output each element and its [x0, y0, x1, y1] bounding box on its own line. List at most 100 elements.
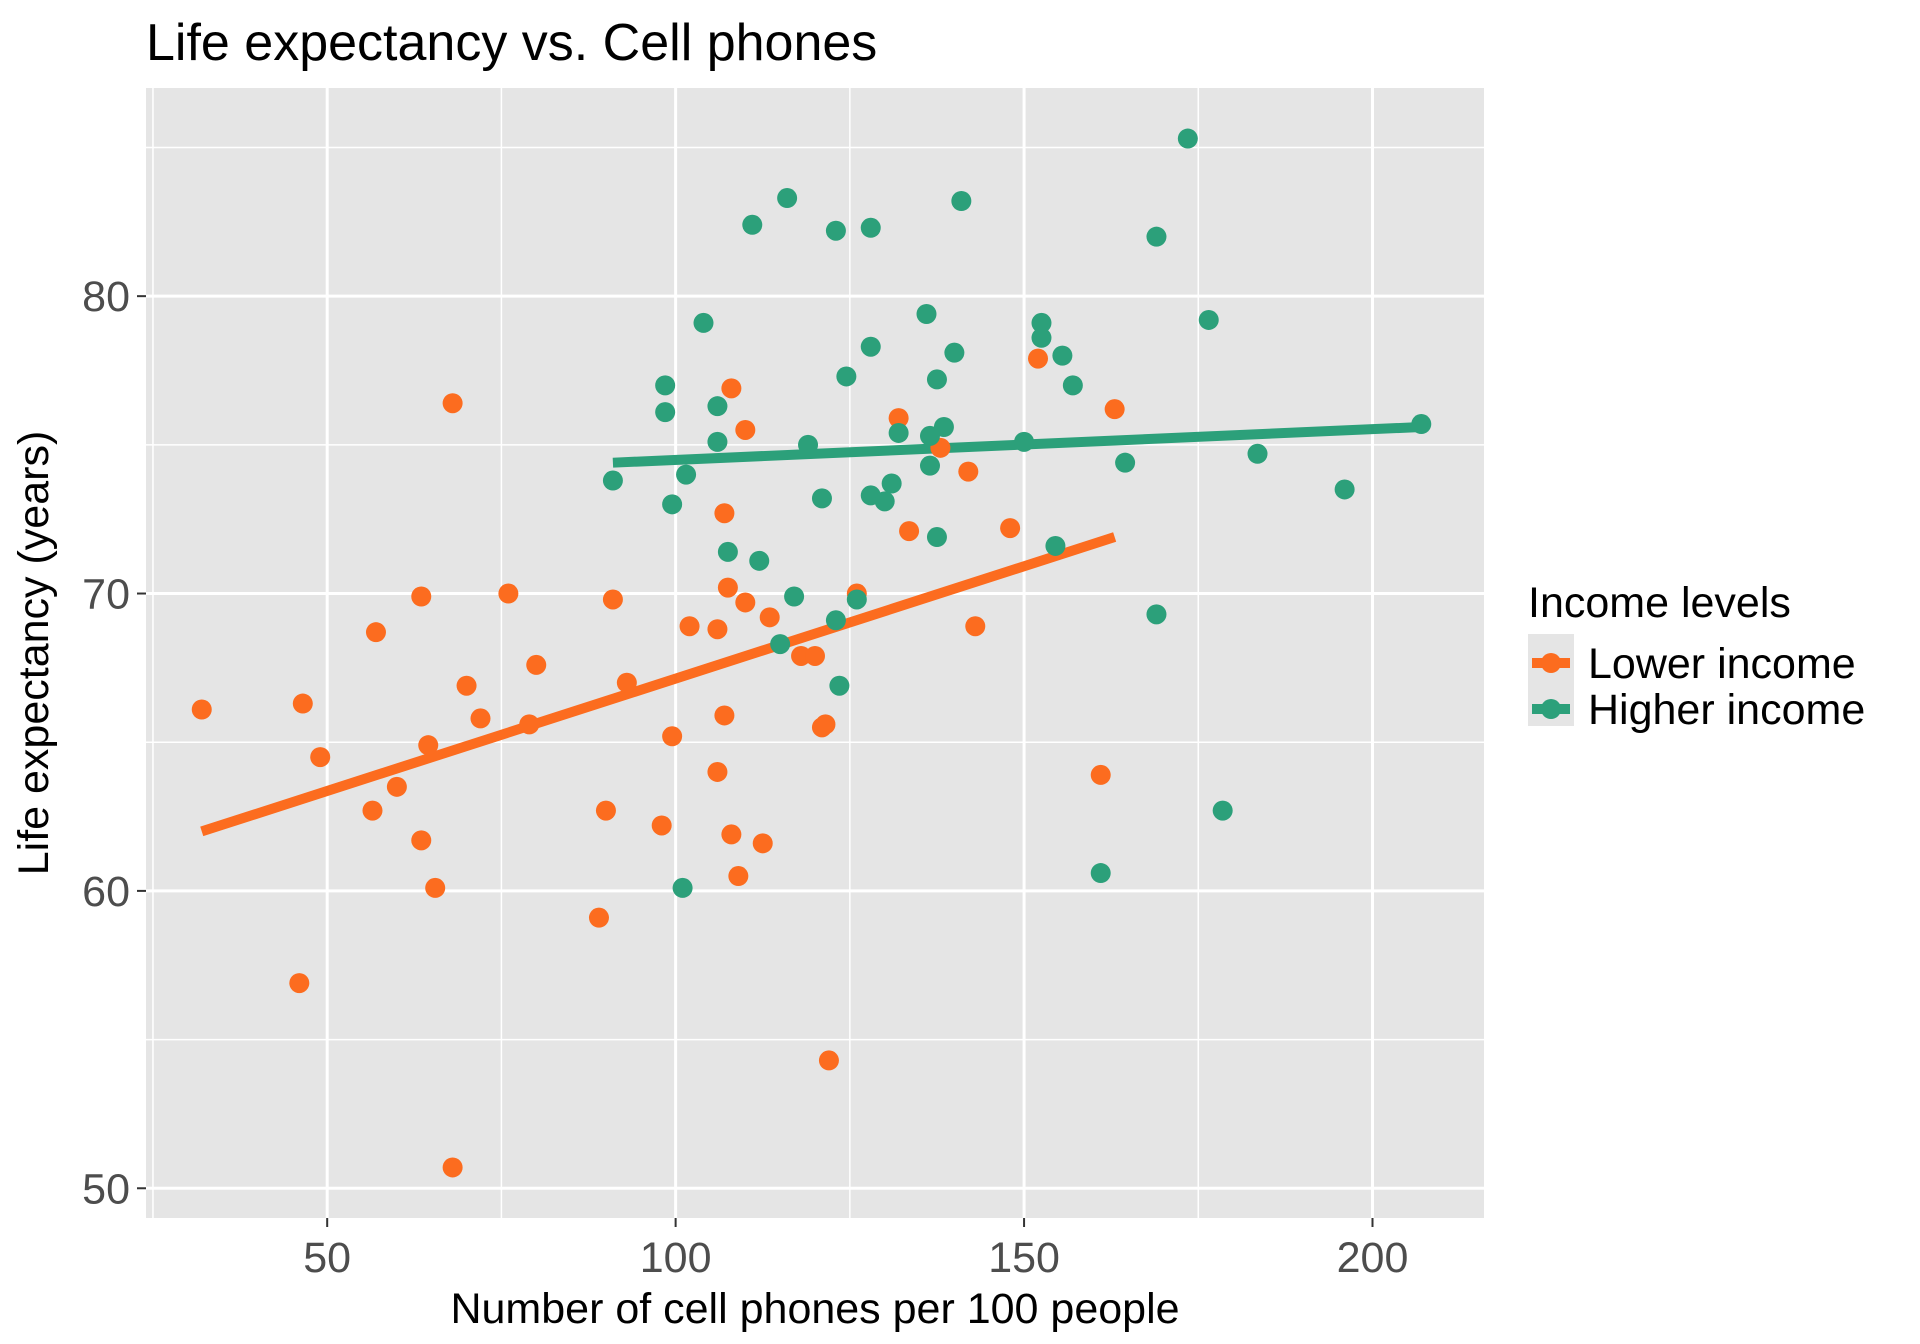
y-tick-label: 80	[82, 273, 130, 321]
data-point	[825, 220, 846, 241]
data-point	[805, 645, 825, 666]
data-point	[1146, 604, 1167, 625]
data-point	[362, 800, 383, 821]
data-point	[519, 714, 540, 735]
legend-label: Higher income	[1588, 686, 1865, 734]
data-point	[825, 610, 846, 631]
data-point	[707, 431, 728, 452]
data-point	[951, 191, 972, 211]
data-point	[676, 464, 697, 485]
data-point	[191, 699, 212, 720]
y-tick-label: 70	[82, 571, 130, 619]
data-point	[470, 708, 491, 729]
legend-item-higher-income: Higher income	[1532, 686, 1865, 734]
x-axis-ticks: 50 100 150 200	[303, 1218, 1408, 1282]
data-point	[798, 434, 819, 455]
data-point	[1031, 327, 1052, 348]
data-point	[707, 396, 728, 417]
data-point	[933, 417, 954, 437]
data-point	[752, 833, 773, 854]
data-point	[965, 616, 986, 637]
data-point	[456, 675, 477, 696]
data-point	[425, 877, 446, 898]
data-point	[602, 470, 623, 491]
y-tick-label: 50	[82, 1165, 130, 1213]
data-point	[926, 527, 947, 548]
data-point	[1000, 518, 1021, 539]
data-point	[888, 408, 909, 429]
data-point	[442, 1157, 463, 1178]
legend-point-swatch	[1541, 653, 1561, 673]
data-point	[1212, 800, 1233, 821]
data-point	[916, 304, 937, 324]
data-point	[888, 422, 909, 443]
data-point	[1031, 312, 1052, 333]
data-point	[662, 726, 683, 747]
data-point	[1146, 226, 1167, 247]
data-point	[1052, 345, 1073, 366]
data-point	[749, 550, 770, 571]
trend-line-lower-income	[200, 532, 1117, 837]
data-point	[679, 616, 700, 637]
data-point	[1090, 764, 1111, 785]
data-point	[777, 188, 798, 209]
data-point	[860, 217, 881, 238]
data-point	[1028, 348, 1048, 369]
data-point	[1090, 863, 1111, 884]
data-point	[595, 800, 616, 821]
chart-title: Life expectancy vs. Cell phones	[146, 14, 877, 72]
data-point	[693, 312, 714, 333]
data-point	[714, 705, 735, 726]
data-point	[1104, 399, 1125, 420]
data-point	[944, 342, 965, 363]
data-point	[707, 619, 728, 640]
data-point	[310, 747, 331, 768]
data-point	[717, 577, 738, 598]
series-higher-income	[602, 128, 1432, 898]
data-point	[811, 488, 832, 509]
data-point	[721, 378, 742, 399]
data-point	[498, 583, 519, 604]
data-point	[784, 586, 805, 607]
y-axis-title: Life expectancy (years)	[10, 431, 58, 876]
data-point	[442, 393, 463, 414]
data-point	[651, 815, 672, 836]
major-gridlines	[146, 88, 1484, 1218]
data-point	[846, 589, 867, 610]
data-point	[1334, 479, 1355, 500]
data-point	[655, 402, 676, 423]
data-point	[899, 521, 920, 542]
legend-label: Lower income	[1588, 640, 1856, 688]
data-point	[958, 461, 979, 482]
data-points	[191, 128, 1432, 1178]
data-point	[829, 675, 850, 696]
data-point	[292, 693, 313, 714]
data-point	[662, 494, 683, 515]
data-point	[1115, 452, 1136, 473]
data-point	[672, 877, 693, 898]
y-axis-ticks: 50 60 70 80	[82, 273, 146, 1213]
data-point	[735, 592, 756, 613]
data-point	[602, 589, 623, 610]
data-point	[926, 369, 947, 390]
data-point	[418, 735, 439, 756]
legend-point-swatch	[1541, 699, 1561, 719]
data-point	[721, 824, 742, 845]
data-point	[1247, 443, 1268, 464]
data-point	[717, 541, 738, 562]
data-point	[742, 214, 763, 235]
data-point	[919, 455, 940, 476]
y-tick-label: 60	[82, 868, 130, 916]
data-point	[836, 366, 857, 387]
data-point	[526, 654, 547, 675]
data-point	[616, 672, 637, 693]
data-point	[1177, 128, 1198, 149]
data-point	[1045, 535, 1066, 556]
data-point	[728, 866, 749, 887]
data-point	[735, 419, 756, 440]
x-tick-label: 50	[303, 1234, 351, 1282]
data-point	[714, 503, 735, 524]
data-point	[707, 761, 728, 782]
